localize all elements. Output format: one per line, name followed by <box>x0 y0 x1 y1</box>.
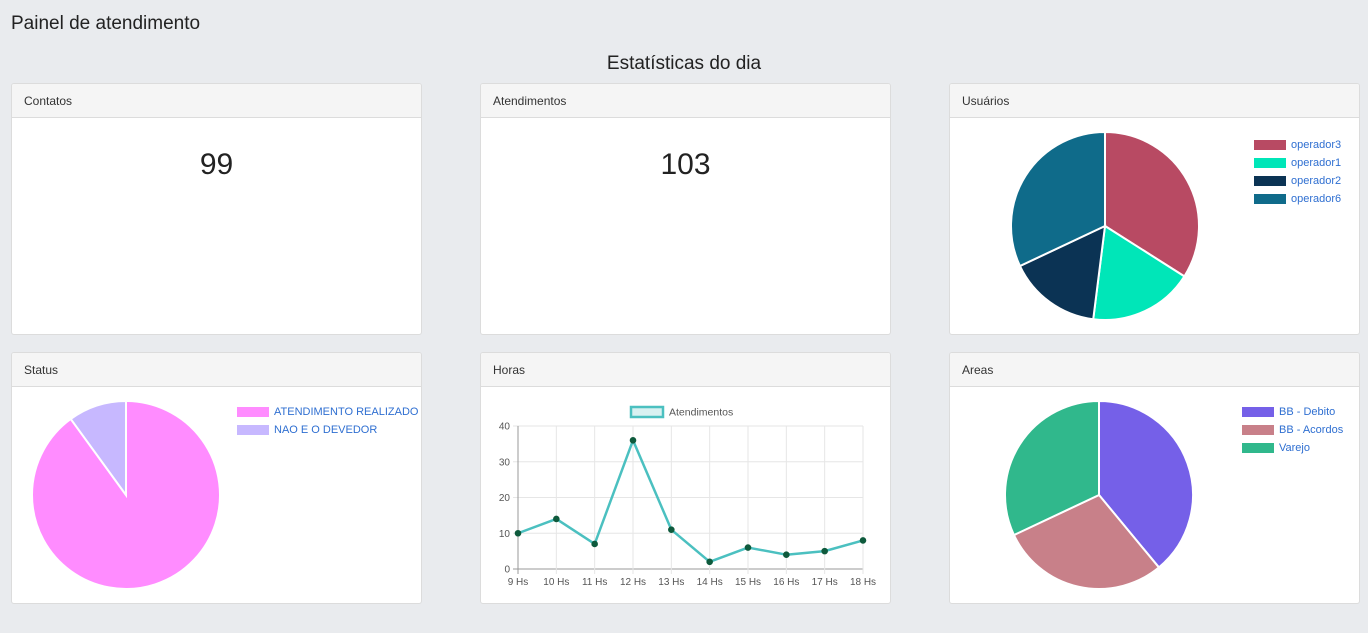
legend-item-nao-e-o-devedor[interactable]: NAO E O DEVEDOR <box>237 421 418 439</box>
pie-slice-operador1[interactable] <box>1092 224 1186 321</box>
usuarios-pie-chart <box>1010 130 1200 321</box>
horas-card-body: 0 10 20 30 40 9 Hs 10 Hs 11 Hs 12 Hs 13 Hs 14 Hs 15… <box>481 387 890 603</box>
pie-slice-operador6[interactable] <box>1010 130 1106 268</box>
x-tick-label: 17 Hs <box>812 577 838 588</box>
y-tick-label: 20 <box>499 493 511 504</box>
data-point[interactable] <box>553 515 560 523</box>
x-tick-label: 18 Hs <box>850 577 876 588</box>
legend-item-bb-debito[interactable]: BB - Debito <box>1242 403 1343 421</box>
legend-label: operador6 <box>1291 193 1342 205</box>
legend-swatch <box>629 405 665 419</box>
data-point[interactable] <box>859 537 867 544</box>
x-tick-label: 10 Hs <box>543 577 569 588</box>
usuarios-card-header: Usuários <box>950 84 1359 118</box>
pie-slice-bb-debito[interactable] <box>1098 399 1194 569</box>
x-tick-label: 14 Hs <box>697 577 723 588</box>
areas-card: Areas BB - Debito BB - Acordos Varejo <box>949 352 1360 604</box>
data-point[interactable] <box>591 540 598 548</box>
legend-label: operador3 <box>1291 139 1342 151</box>
legend-item-operador1[interactable]: operador1 <box>1254 154 1341 172</box>
legend-item-operador2[interactable]: operador2 <box>1254 172 1341 190</box>
data-point[interactable] <box>514 529 522 537</box>
areas-card-header: Areas <box>950 353 1359 387</box>
areas-card-body: BB - Debito BB - Acordos Varejo <box>950 387 1359 603</box>
legend-item-atendimento-realizado[interactable]: ATENDIMENTO REALIZADO <box>237 403 418 421</box>
legend-swatch <box>1254 176 1286 186</box>
legend-label: operador2 <box>1291 175 1342 187</box>
atendimentos-card-header: Atendimentos <box>481 84 890 118</box>
x-tick-label: 12 Hs <box>620 577 646 588</box>
status-card-body: ATENDIMENTO REALIZADO NAO E O DEVEDOR <box>12 387 421 603</box>
areas-pie-chart <box>1004 399 1194 590</box>
y-tick-label: 40 <box>499 422 511 433</box>
legend-swatch <box>1254 140 1286 150</box>
legend-label: Varejo <box>1279 442 1310 454</box>
atendimentos-count: 103 <box>660 148 711 181</box>
atendimentos-card: Atendimentos 103 <box>480 83 891 335</box>
pie-slice-varejo[interactable] <box>1004 399 1100 537</box>
usuarios-legend: operador3 operador1 operador2 operador6 <box>1254 136 1341 208</box>
status-pie-chart <box>31 399 221 590</box>
series-line-atendimentos <box>517 439 864 564</box>
y-tick-label: 0 <box>504 565 510 576</box>
status-card: Status ATENDIMENTO REALIZADO NAO E O DEVE… <box>11 352 422 604</box>
contatos-card: Contatos 99 <box>11 83 422 335</box>
legend-item-varejo[interactable]: Varejo <box>1242 439 1343 457</box>
legend-swatch <box>237 425 269 435</box>
status-legend: ATENDIMENTO REALIZADO NAO E O DEVEDOR <box>237 403 418 439</box>
status-card-header: Status <box>12 353 421 387</box>
legend-label: BB - Acordos <box>1279 424 1344 436</box>
pie-slice-operador2[interactable] <box>1018 224 1107 321</box>
y-tick-label: 10 <box>499 529 511 540</box>
x-tick-label: 16 Hs <box>773 577 799 588</box>
horas-line-chart: 0 10 20 30 40 9 Hs 10 Hs 11 Hs 12 Hs 13 Hs 14 Hs 15… <box>499 405 876 588</box>
data-point[interactable] <box>706 558 713 566</box>
legend-label: NAO E O DEVEDOR <box>274 424 378 436</box>
legend-item-operador3[interactable]: operador3 <box>1254 136 1341 154</box>
x-tick-label: 9 Hs <box>508 577 529 588</box>
x-tick-label: 13 Hs <box>658 577 684 588</box>
legend-item-bb-acordos[interactable]: BB - Acordos <box>1242 421 1343 439</box>
pie-slice-nao-e-o-devedor[interactable] <box>69 399 127 499</box>
data-point[interactable] <box>783 551 790 558</box>
legend-swatch <box>237 407 269 417</box>
data-point[interactable] <box>821 547 828 555</box>
legend-label: ATENDIMENTO REALIZADO <box>274 406 419 418</box>
legend-swatch <box>1254 158 1286 168</box>
contatos-count: 99 <box>199 148 234 181</box>
legend-swatch <box>1254 194 1286 204</box>
usuarios-card-body: operador3 operador1 operador2 operador6 <box>950 118 1359 334</box>
legend-label: Atendimentos <box>669 407 733 419</box>
areas-legend: BB - Debito BB - Acordos Varejo <box>1242 403 1343 457</box>
x-tick-label: 11 Hs <box>582 577 607 588</box>
contatos-card-body: 99 <box>12 118 421 334</box>
contatos-card-header: Contatos <box>12 84 421 118</box>
usuarios-card: Usuários operador3 operador1 operador2 oper… <box>949 83 1360 335</box>
legend-swatch <box>1242 443 1274 453</box>
legend-swatch <box>1242 407 1274 417</box>
legend-label: operador1 <box>1291 157 1342 169</box>
data-point[interactable] <box>744 544 752 551</box>
atendimentos-card-body: 103 <box>481 118 890 334</box>
data-point[interactable] <box>629 437 637 444</box>
section-title: Estatísticas do dia <box>606 53 762 74</box>
data-point[interactable] <box>668 526 675 533</box>
horas-card: Horas 0 10 20 30 40 9 Hs 10 Hs 11 Hs 12 Hs 13 Hs 1… <box>480 352 891 604</box>
legend-swatch <box>1242 425 1274 435</box>
y-tick-label: 30 <box>499 457 511 468</box>
horas-card-header: Horas <box>481 353 890 387</box>
horas-legend-item[interactable]: Atendimentos <box>629 405 733 419</box>
page-title: Painel de atendimento <box>11 13 201 34</box>
legend-label: BB - Debito <box>1279 406 1336 418</box>
legend-item-operador6[interactable]: operador6 <box>1254 190 1341 208</box>
x-tick-label: 15 Hs <box>735 577 761 588</box>
